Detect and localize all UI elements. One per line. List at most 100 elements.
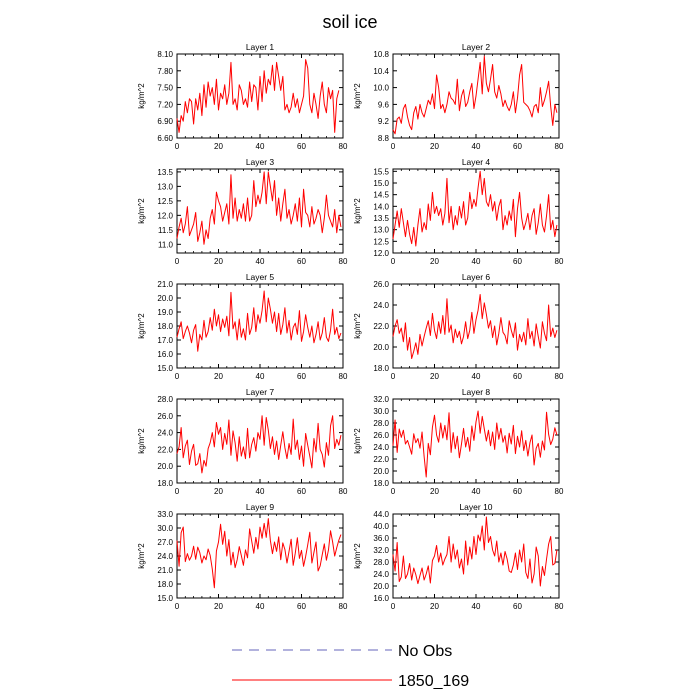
y-tick-label: 20.0 [157, 294, 173, 303]
x-tick-label: 0 [175, 257, 180, 266]
x-tick-label: 40 [256, 142, 265, 151]
y-tick-label: 16.0 [157, 350, 173, 359]
y-tick-label: 13.5 [157, 168, 173, 177]
x-tick-label: 40 [472, 142, 481, 151]
x-tick-label: 20 [430, 487, 439, 496]
y-tick-label: 21.0 [157, 280, 173, 289]
y-tick-label: 15.0 [157, 364, 173, 373]
y-tick-label: 28.0 [373, 419, 389, 428]
y-tick-label: 20.0 [373, 467, 389, 476]
y-tick-label: 30.0 [157, 524, 173, 533]
y-tick-label: 12.0 [157, 211, 173, 220]
legend-label: 1850_169 [398, 673, 469, 690]
x-tick-label: 0 [391, 142, 396, 151]
panel-layer-5: Layer 5 0 20 40 60 80 15.0 16.0 17.0 18.0 19.0 20.0… [137, 272, 348, 381]
y-tick-label: 7.20 [157, 100, 173, 109]
x-tick-label: 20 [214, 257, 223, 266]
x-tick-label: 60 [297, 487, 306, 496]
panel-layer-7: Layer 7 0 20 40 60 80 18.0 20.0 22.0 24.0 26.0 28.0… [137, 387, 348, 496]
y-tick-label: 13.0 [373, 226, 389, 235]
series-line-1850-169 [392, 170, 558, 247]
x-tick-label: 80 [555, 602, 564, 611]
y-tick-label: 11.5 [158, 226, 174, 235]
y-tick-label: 7.50 [157, 84, 173, 93]
y-tick-label: 14.5 [373, 191, 389, 200]
series-line-1850-169 [176, 171, 342, 245]
x-tick-label: 40 [472, 372, 481, 381]
y-tick-label: 32.0 [373, 546, 389, 555]
x-tick-label: 80 [339, 257, 348, 266]
series-line-1850-169 [392, 294, 558, 360]
plot-frame [392, 513, 560, 599]
y-axis-label: kg/m^2 [137, 543, 146, 569]
x-tick-label: 60 [297, 142, 306, 151]
y-tick-label: 22.0 [373, 322, 389, 331]
y-tick-label: 24.0 [373, 443, 389, 452]
x-tick-label: 40 [472, 602, 481, 611]
y-tick-label: 21.0 [157, 566, 173, 575]
y-tick-label: 22.0 [373, 455, 389, 464]
y-tick-label: 10.8 [373, 50, 389, 59]
x-tick-label: 60 [513, 487, 522, 496]
series-line-1850-169 [176, 59, 340, 133]
y-axis-label: kg/m^2 [137, 83, 146, 109]
x-tick-label: 40 [256, 487, 265, 496]
panel-layer-6: Layer 6 0 20 40 60 80 18.0 20.0 22.0 24.0 26.0 kg/m… [353, 272, 564, 381]
y-tick-label: 30.0 [373, 407, 389, 416]
y-tick-label: 9.2 [378, 117, 390, 126]
y-tick-label: 20.0 [157, 462, 173, 471]
y-tick-label: 8.10 [157, 50, 173, 59]
x-tick-label: 60 [513, 372, 522, 381]
x-tick-label: 80 [555, 372, 564, 381]
panel-layer-8: Layer 8 0 20 40 60 80 18.0 20.0 22.0 24.0 26.0 28.0… [353, 387, 564, 496]
panel-title: Layer 7 [246, 387, 275, 397]
x-tick-label: 0 [175, 602, 180, 611]
y-tick-label: 24.0 [373, 301, 389, 310]
y-tick-label: 13.0 [157, 182, 173, 191]
x-tick-label: 20 [430, 257, 439, 266]
y-tick-label: 10.4 [373, 67, 389, 76]
y-tick-label: 18.0 [157, 479, 173, 488]
panel-title: Layer 6 [462, 272, 491, 282]
y-tick-label: 22.0 [157, 445, 173, 454]
x-tick-label: 20 [214, 602, 223, 611]
x-tick-label: 0 [175, 487, 180, 496]
y-tick-label: 10.0 [373, 84, 389, 93]
plot-frame [392, 283, 560, 369]
y-tick-label: 15.5 [373, 167, 389, 176]
y-tick-label: 24.0 [157, 552, 173, 561]
y-tick-label: 20.0 [373, 343, 389, 352]
panel-title: Layer 9 [246, 502, 275, 512]
x-tick-label: 80 [555, 257, 564, 266]
y-tick-label: 12.5 [157, 197, 173, 206]
y-axis-label: kg/m^2 [353, 428, 362, 454]
y-tick-label: 19.0 [157, 308, 173, 317]
x-tick-label: 0 [391, 257, 396, 266]
y-tick-label: 15.0 [373, 179, 389, 188]
y-tick-label: 24.0 [157, 429, 173, 438]
y-tick-label: 18.0 [373, 364, 389, 373]
y-axis-label: kg/m^2 [137, 313, 146, 339]
y-tick-label: 13.5 [373, 214, 389, 223]
x-tick-label: 20 [430, 372, 439, 381]
x-tick-label: 80 [339, 487, 348, 496]
plot-frame [176, 53, 344, 139]
x-tick-label: 40 [256, 257, 265, 266]
x-tick-label: 0 [391, 487, 396, 496]
y-tick-label: 27.0 [157, 538, 173, 547]
y-axis-label: kg/m^2 [137, 428, 146, 454]
x-tick-label: 20 [430, 142, 439, 151]
y-tick-label: 24.0 [373, 570, 389, 579]
y-tick-label: 32.0 [373, 395, 389, 404]
x-tick-label: 80 [339, 372, 348, 381]
y-tick-label: 26.0 [373, 280, 389, 289]
panel-title: Layer 3 [246, 157, 275, 167]
x-tick-label: 0 [175, 142, 180, 151]
panel-layer-4: Layer 4 0 20 40 60 80 12.0 12.5 13.0 13.5 14.0 14.5… [353, 157, 564, 266]
y-axis-label: kg/m^2 [353, 83, 362, 109]
panel-title: Layer 8 [462, 387, 491, 397]
figure-title: soil ice [322, 12, 377, 32]
y-axis-label: kg/m^2 [353, 543, 362, 569]
legend-label: No Obs [398, 643, 452, 660]
